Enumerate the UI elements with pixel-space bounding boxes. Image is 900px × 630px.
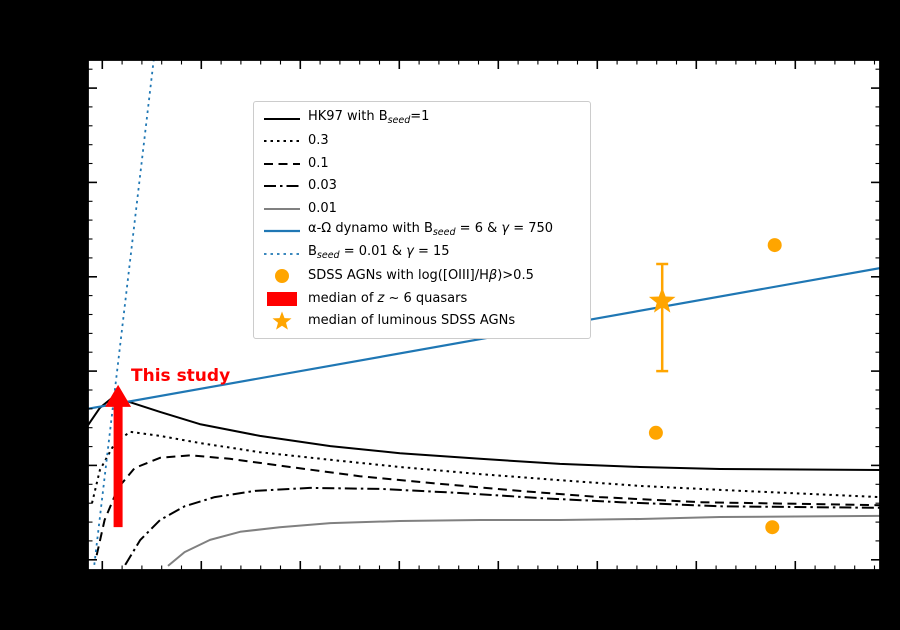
legend-label: median of luminous SDSS AGNs xyxy=(308,312,516,328)
legend-label: α-Ω dynamo with Bseed = 6 & γ = 750 xyxy=(308,221,554,239)
scatter-point-sdss-agns xyxy=(765,520,780,535)
legend-entry: median of z ~ 6 quasars xyxy=(262,288,582,310)
this-study-annotation: This study xyxy=(131,366,231,386)
star-marker-icon xyxy=(272,311,292,330)
series-hk97-bseed-003 xyxy=(124,486,880,566)
axes-spines xyxy=(87,59,881,571)
legend-entry: 0.03 xyxy=(262,175,582,197)
line-sample-icon xyxy=(264,185,300,188)
legend-label: median of z ~ 6 quasars xyxy=(308,290,468,306)
legend-entry: α-Ω dynamo with Bseed = 6 & γ = 750 xyxy=(262,220,582,242)
legend-label: 0.1 xyxy=(308,155,329,171)
legend-entry: SDSS AGNs with log([OIII]/Hβ)>0.5 xyxy=(262,265,582,287)
legend-label: 0.03 xyxy=(308,178,337,194)
legend: HK97 with Bseed=1 0.3 0.1 0.03 0.01 α-Ω dynam… xyxy=(253,101,591,339)
legend-entry: 0.1 xyxy=(262,153,582,175)
legend-label: SDSS AGNs with log([OIII]/Hβ)>0.5 xyxy=(308,268,534,284)
line-sample-icon xyxy=(264,140,300,143)
line-sample-icon xyxy=(264,207,300,210)
line-sample-icon xyxy=(264,230,300,233)
star-marker-median-luminous-sdss-agns xyxy=(648,287,676,313)
this-study-arrow xyxy=(105,384,132,528)
red-bar-icon xyxy=(267,291,297,306)
legend-label: 0.3 xyxy=(308,133,329,149)
legend-entry: Bseed = 0.01 & γ = 15 xyxy=(262,243,582,265)
line-sample-icon xyxy=(264,252,300,255)
line-sample-icon xyxy=(264,118,300,120)
legend-label: HK97 with Bseed=1 xyxy=(308,109,430,126)
scatter-point-sdss-agns xyxy=(648,425,663,440)
legend-entry: 0.01 xyxy=(262,198,582,220)
series-alpha-omega-dynamo-15 xyxy=(93,60,155,566)
circle-marker-icon xyxy=(275,269,289,284)
line-sample-icon xyxy=(264,162,300,165)
series-hk97-bseed-001 xyxy=(167,514,880,567)
legend-entry: HK97 with Bseed=1 xyxy=(262,108,582,130)
scatter-point-sdss-agns xyxy=(767,238,782,253)
legend-entry: 0.3 xyxy=(262,130,582,152)
legend-entry: median of luminous SDSS AGNs xyxy=(262,310,582,332)
legend-label: Bseed = 0.01 & γ = 15 xyxy=(308,243,450,261)
legend-label: 0.01 xyxy=(308,200,337,216)
